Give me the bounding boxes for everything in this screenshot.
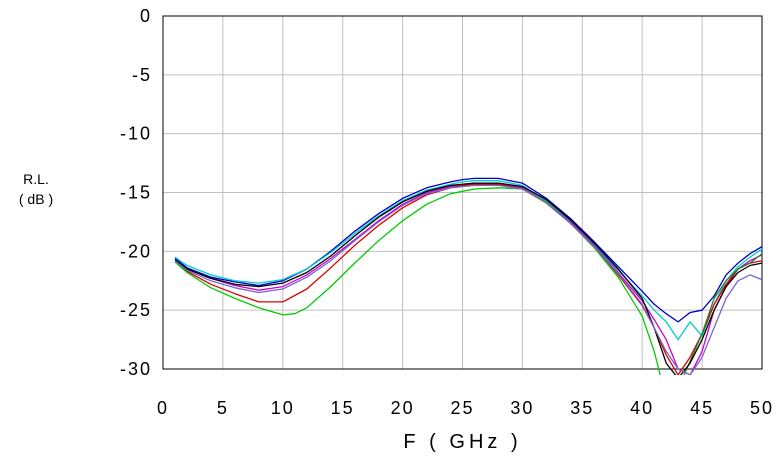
x-tick-label: 35 bbox=[570, 398, 594, 418]
series-line-7 bbox=[174, 182, 762, 375]
series-layer bbox=[174, 177, 762, 375]
series-line-8 bbox=[174, 184, 762, 375]
y-tick-label: -20 bbox=[120, 241, 152, 261]
plot-frame bbox=[162, 15, 763, 370]
y-tick-label: 0 bbox=[140, 6, 152, 26]
y-tick-label: -5 bbox=[132, 65, 152, 85]
x-tick-labels: 0 5 10 15 20 25 30 35 40 45 50 bbox=[157, 398, 774, 418]
y-tick-label: -30 bbox=[120, 359, 152, 379]
y-axis-label-line1: R.L. bbox=[23, 171, 49, 187]
series-line-1 bbox=[174, 177, 762, 323]
x-tick-label: 10 bbox=[271, 398, 295, 418]
x-tick-label: 50 bbox=[750, 398, 774, 418]
x-tick-label: 20 bbox=[391, 398, 415, 418]
y-tick-label: -10 bbox=[120, 124, 152, 144]
x-tick-label: 45 bbox=[690, 398, 714, 418]
grid bbox=[163, 16, 762, 369]
y-axis-label-line2: ( dB ) bbox=[19, 191, 53, 207]
x-tick-label: 25 bbox=[450, 398, 474, 418]
x-tick-label: 30 bbox=[510, 398, 534, 418]
series-line-2 bbox=[174, 180, 762, 341]
x-tick-label: 5 bbox=[217, 398, 229, 418]
x-axis-label: F ( GHz ) bbox=[403, 431, 521, 453]
x-tick-label: 15 bbox=[331, 398, 355, 418]
series-line-5 bbox=[174, 187, 661, 375]
y-tick-labels: 0 -5 -10 -15 -20 -25 -30 bbox=[120, 6, 152, 379]
series-line-3 bbox=[174, 182, 762, 375]
x-tick-label: 40 bbox=[630, 398, 654, 418]
x-tick-label: 0 bbox=[157, 398, 169, 418]
y-tick-label: -25 bbox=[120, 300, 152, 320]
series-line-6 bbox=[683, 253, 762, 375]
series-line-4 bbox=[174, 183, 762, 375]
y-tick-label: -15 bbox=[120, 183, 152, 203]
